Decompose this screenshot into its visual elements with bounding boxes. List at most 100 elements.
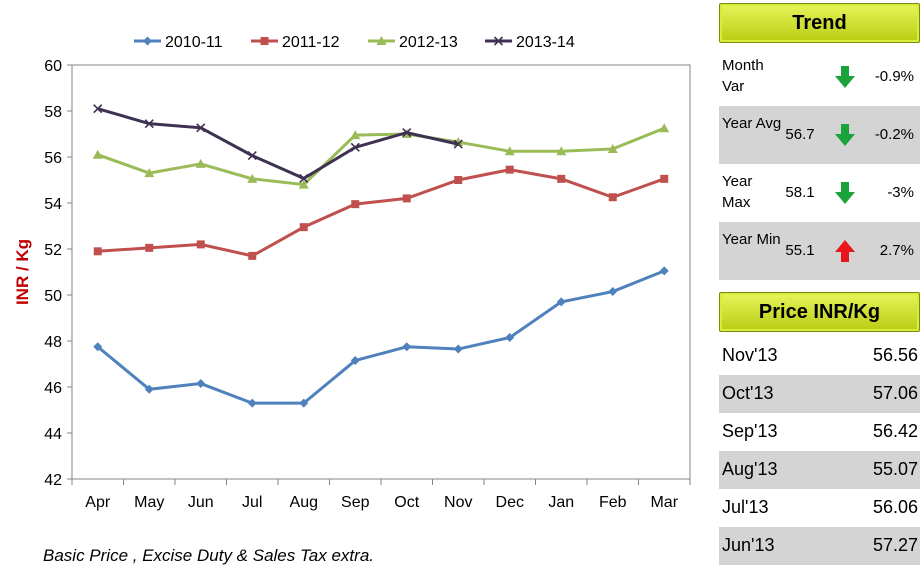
data-point [556,297,566,307]
price-row: Nov'13 56.56 [719,337,920,375]
data-point [350,130,361,140]
data-point [453,344,463,354]
data-point [248,251,257,260]
data-point [144,168,155,178]
data-point [660,174,669,183]
down-arrow-icon [835,66,855,88]
price-row: Jul'13 56.06 [719,489,920,527]
x-tick-label: Jul [242,494,262,511]
data-point [145,243,154,252]
series-line-2012-13 [97,126,665,187]
data-point [144,384,154,394]
x-tick-label: Mar [650,494,678,511]
series-line-2011-12 [97,168,665,258]
price-row: Oct'13 57.06 [719,375,920,413]
footnote: Basic Price , Excise Duty & Sales Tax ex… [43,546,374,565]
trend-value: 58.1 [785,184,815,201]
data-point [144,119,154,129]
data-point [493,36,504,46]
x-tick-label: Apr [85,494,111,511]
y-tick-label: 54 [44,196,62,213]
trend-row-year-avg: Year Avg 56.7 -0.2% [719,106,920,164]
y-tick-label: 42 [44,472,62,489]
price-row: Jun'13 57.27 [719,527,920,565]
y-tick-label: 48 [44,334,62,351]
price-title: Price INR/Kg [719,292,920,332]
data-point [453,139,463,149]
data-point [556,146,567,156]
data-point [93,247,102,256]
data-point [298,179,309,189]
y-tick-label: 44 [44,426,62,443]
price-value: 56.06 [872,497,918,517]
data-point [195,158,206,168]
price-row: Sep'13 56.42 [719,413,920,451]
data-point [299,173,309,183]
trend-label: Year Max [722,173,753,211]
data-point [402,194,411,203]
legend-label: 2013-14 [516,34,575,51]
x-tick-label: May [134,494,164,511]
y-axis-label: INR / Kg [13,239,32,305]
x-tick-label: Sep [341,494,370,511]
data-point [196,379,206,389]
data-point [247,173,258,183]
x-tick-label: Nov [444,494,472,511]
y-tick-label: 56 [44,150,62,167]
data-point [247,398,257,408]
series-line-2010-11 [96,269,665,405]
data-point [299,223,308,232]
data-point [608,193,617,202]
data-point [143,36,152,46]
data-point [92,149,103,159]
data-point [93,342,103,352]
data-point [504,146,515,156]
data-point [557,174,566,183]
data-point [196,123,206,133]
data-point [350,356,360,366]
y-tick-label: 52 [44,242,62,259]
series-line-2013-14 [97,107,459,181]
data-point [93,104,103,114]
price-row: Aug'13 55.07 [719,451,920,489]
price-value: 55.07 [872,459,918,479]
trend-percent: -0.2% [874,126,914,143]
price-value: 56.42 [872,421,918,441]
data-point [402,342,412,352]
x-tick-label: Jan [548,494,574,511]
price-month: Jun'13 [722,535,775,555]
data-point [454,176,463,184]
price-value: 57.27 [872,535,918,555]
x-tick-label: Oct [394,494,419,511]
y-tick-label: 50 [44,288,62,305]
up-arrow-icon [835,240,855,262]
trend-percent: 2.7% [879,242,914,259]
legend-label: 2010-11 [165,34,223,51]
data-point [299,398,309,408]
down-arrow-icon [835,124,855,146]
data-point [350,142,360,152]
trend-value: 55.1 [785,242,815,259]
price-value: 57.06 [872,383,918,403]
data-point [260,37,269,45]
trend-title: Trend [719,3,920,43]
price-month: Nov'13 [722,345,778,365]
trend-row-year-max: Year Max 58.1 -3% [719,164,920,222]
data-point [659,266,669,276]
legend-label: 2011-12 [282,34,340,51]
data-point [351,200,360,209]
price-month: Aug'13 [722,459,778,479]
trend-row-year-min: Year Min 55.1 2.7% [719,222,920,280]
trend-panel: Trend Month Var -0.9% Year Avg 56.7 -0.2… [719,3,920,280]
price-month: Oct'13 [722,383,774,403]
x-tick-label: Dec [496,494,524,511]
y-tick-label: 58 [44,104,62,121]
data-point [402,128,412,138]
y-tick-label: 60 [44,58,62,75]
price-panel: Price INR/Kg Nov'13 56.56 Oct'13 57.06 S… [719,292,920,565]
trend-value: 56.7 [785,126,815,143]
trend-label: Year Avg [722,115,782,132]
down-arrow-icon [835,182,855,204]
y-tick-label: 46 [44,380,62,397]
data-point [659,123,670,133]
